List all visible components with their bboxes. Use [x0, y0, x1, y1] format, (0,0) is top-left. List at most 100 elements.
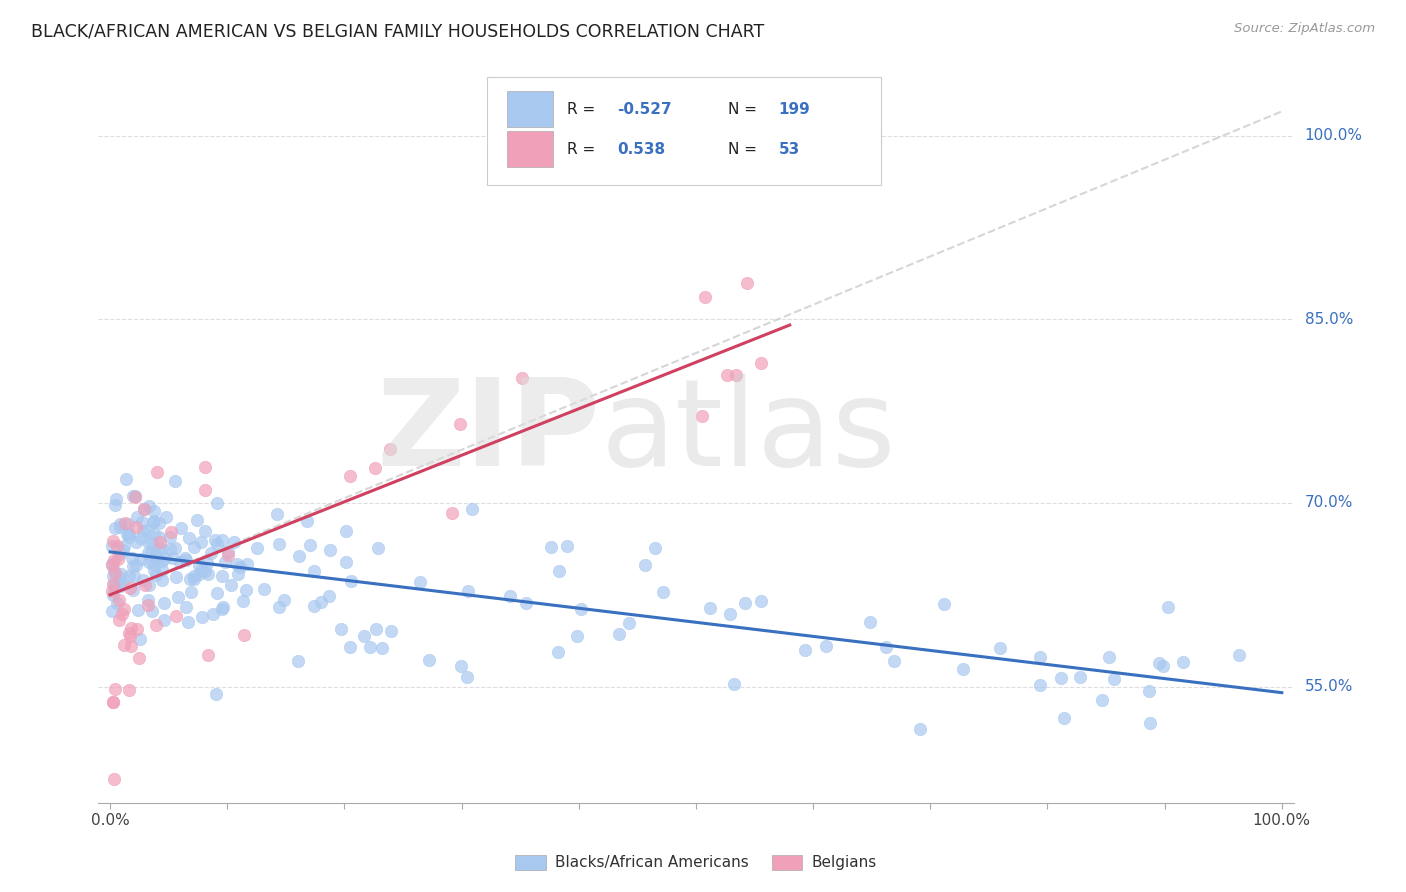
Point [125, 535, 148, 549]
Point [150, 554, 173, 568]
Point [111, 607, 134, 621]
Point [132, 501, 155, 516]
Point [367, 541, 389, 556]
Point [749, 594, 772, 608]
Point [299, 538, 322, 552]
Point [408, 575, 430, 590]
Point [267, 537, 290, 551]
Point [644, 541, 666, 555]
Point [152, 613, 174, 627]
Point [195, 556, 218, 570]
Point [187, 567, 209, 582]
Point [108, 520, 131, 534]
Point [146, 465, 169, 479]
Point [197, 566, 219, 581]
Point [115, 471, 138, 485]
Point [103, 772, 125, 787]
Text: 199: 199 [779, 102, 810, 117]
Point [179, 573, 201, 587]
Point [335, 555, 357, 569]
Point [211, 601, 233, 615]
Point [165, 609, 187, 624]
Point [932, 597, 955, 611]
Point [751, 356, 773, 370]
Point [103, 562, 125, 576]
Point [1028, 649, 1050, 664]
Point [141, 515, 163, 529]
Point [269, 600, 291, 615]
Text: Source: ZipAtlas.com: Source: ZipAtlas.com [1234, 22, 1375, 36]
Point [112, 539, 135, 553]
Text: N =: N = [728, 102, 762, 117]
Point [108, 593, 131, 607]
Point [174, 550, 197, 565]
Point [159, 530, 181, 544]
Point [858, 615, 880, 630]
Point [121, 558, 143, 573]
Point [145, 618, 167, 632]
Point [555, 539, 578, 553]
Point [108, 579, 131, 593]
Point [194, 524, 217, 538]
Point [125, 558, 148, 572]
Point [170, 521, 193, 535]
Point [450, 658, 472, 673]
Point [193, 460, 215, 475]
Point [287, 653, 309, 667]
Point [287, 549, 309, 563]
Point [148, 530, 170, 544]
Point [723, 676, 745, 690]
Point [134, 578, 156, 592]
Point [547, 645, 569, 659]
Point [908, 723, 931, 737]
Point [1147, 656, 1170, 670]
Point [194, 564, 217, 578]
Point [101, 584, 124, 599]
Point [735, 276, 758, 290]
Point [1102, 672, 1125, 686]
Point [110, 567, 132, 582]
Point [183, 540, 205, 554]
Point [149, 535, 172, 549]
Point [339, 469, 361, 483]
Point [136, 523, 159, 537]
Point [136, 535, 159, 549]
Point [1171, 655, 1194, 669]
Text: 53: 53 [779, 142, 800, 157]
Point [883, 654, 905, 668]
Point [236, 557, 259, 571]
Point [461, 502, 484, 516]
Point [120, 629, 142, 643]
Point [117, 517, 139, 532]
Point [138, 555, 160, 569]
Point [132, 524, 155, 538]
Point [129, 531, 152, 545]
Point [103, 553, 125, 567]
Point [148, 516, 170, 530]
Point [1098, 650, 1121, 665]
Point [117, 683, 139, 698]
Text: R =: R = [567, 102, 600, 117]
Point [117, 530, 139, 544]
Point [121, 489, 143, 503]
Point [104, 566, 127, 580]
Point [153, 551, 176, 566]
Point [177, 615, 200, 630]
Point [211, 533, 233, 548]
Point [235, 582, 257, 597]
Point [101, 569, 124, 583]
Point [1053, 710, 1076, 724]
Point [103, 578, 125, 592]
Point [716, 368, 738, 383]
Point [104, 498, 127, 512]
Point [634, 558, 657, 573]
Point [150, 573, 173, 587]
Point [169, 555, 191, 569]
Point [204, 533, 226, 547]
Point [179, 531, 201, 545]
Point [146, 551, 169, 566]
Point [139, 545, 162, 559]
Point [136, 546, 159, 560]
Point [725, 368, 748, 382]
Point [205, 687, 228, 701]
